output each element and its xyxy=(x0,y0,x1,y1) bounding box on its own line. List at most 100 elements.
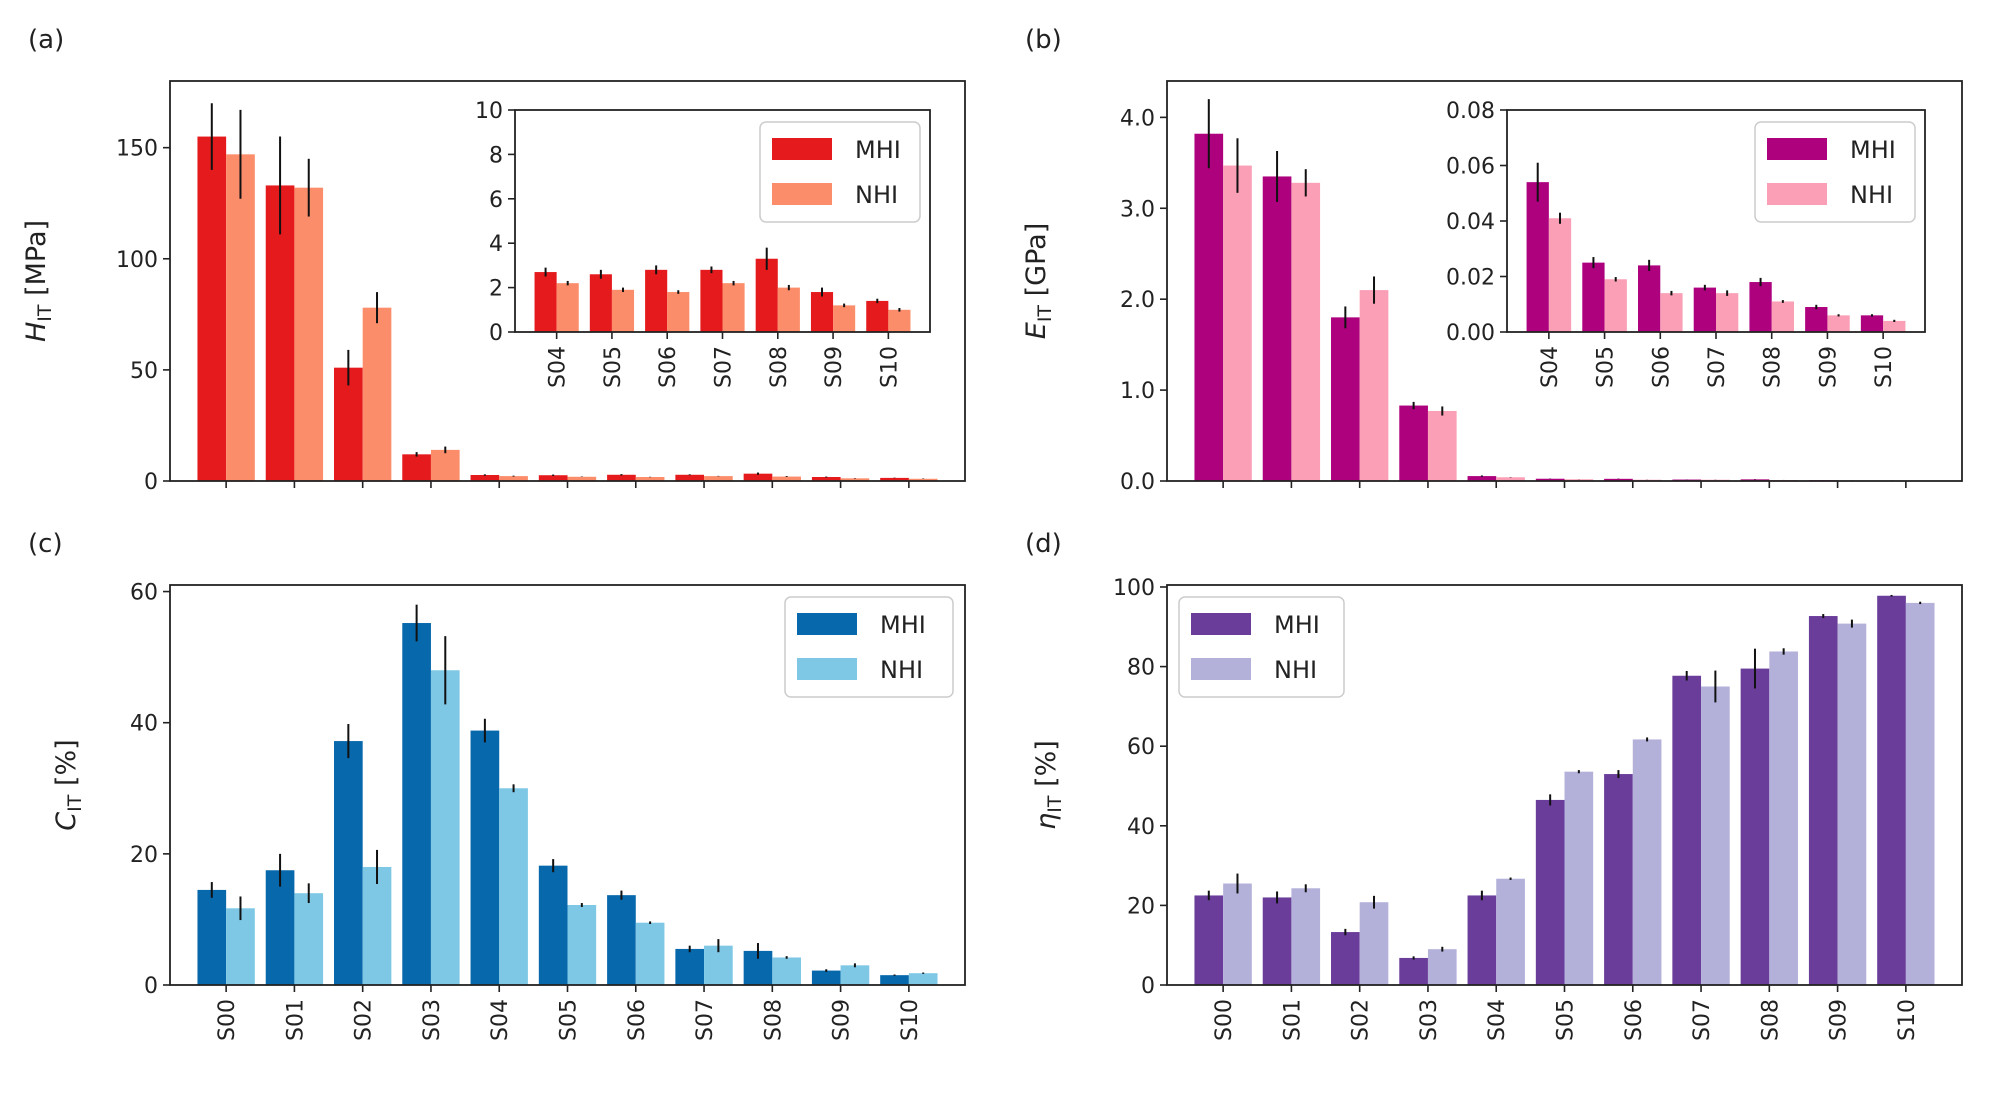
legend-label-nhi: NHI xyxy=(855,181,898,209)
ytick-label-c: 40 xyxy=(130,712,158,737)
legend-box-c xyxy=(784,596,954,698)
ytick-label-a: 100 xyxy=(116,248,158,273)
bar-b-inset-nhi-s08 xyxy=(1771,301,1794,332)
xtick-label-b-inset-s05: S05 xyxy=(1594,346,1619,388)
legend-swatch-mhi xyxy=(1191,613,1251,635)
xtick-label-c-s00: S00 xyxy=(215,999,240,1041)
bar-a-inset-mhi-s08 xyxy=(755,258,778,332)
ytick-label-b: 2.0 xyxy=(1120,288,1155,313)
bar-c-nhi-s00 xyxy=(226,908,255,985)
ytick-label-b-inset: 0.00 xyxy=(1446,321,1495,346)
xtick-label-d-s03: S03 xyxy=(1417,999,1442,1041)
legend-c: MHI NHI xyxy=(784,596,954,698)
legend-swatch-mhi xyxy=(772,138,832,160)
ylabel-a: HIT [MPa] xyxy=(21,220,56,342)
bar-a-inset-mhi-s07 xyxy=(700,269,723,332)
bar-b-inset-mhi-s09 xyxy=(1805,307,1828,332)
bar-d-nhi-s08 xyxy=(1769,651,1798,985)
ylabel-subscript-c: IT xyxy=(64,794,86,812)
bar-c-mhi-s03 xyxy=(402,623,431,985)
ytick-label-d: 20 xyxy=(1127,894,1155,919)
legend-label-mhi: MHI xyxy=(880,611,926,639)
bar-b-mhi-s06 xyxy=(1604,478,1633,481)
ytick-label-a-inset: 10 xyxy=(475,99,503,124)
xtick-label-a-inset-s05: S05 xyxy=(601,346,626,388)
bar-c-mhi-s04 xyxy=(470,730,500,985)
xtick-label-d-s06: S06 xyxy=(1622,999,1647,1041)
ylabel-symbol-c: C xyxy=(51,812,82,831)
bar-d-mhi-s08 xyxy=(1740,668,1770,985)
ytick-label-d: 40 xyxy=(1127,815,1155,840)
ytick-label-b: 4.0 xyxy=(1120,106,1155,131)
bar-d-mhi-s06 xyxy=(1604,774,1633,985)
ylabel-unit-d: [%] xyxy=(1031,740,1062,795)
legend-swatch-nhi xyxy=(1191,658,1251,680)
xtick-label-c-s10: S10 xyxy=(898,999,923,1041)
inset-a: 0 2 4 6 8 10 S04 S05 S06 S07 S08 S09 S10 MHI NHI xyxy=(475,99,931,388)
ylabel-symbol-b: E xyxy=(1021,322,1052,339)
bar-d-mhi-s02 xyxy=(1331,932,1360,985)
legend-label-nhi: NHI xyxy=(1850,181,1893,209)
ytick-label-a: 150 xyxy=(116,137,158,162)
bar-a-inset-nhi-s05 xyxy=(611,289,635,332)
bar-a-nhi-s02 xyxy=(362,307,392,481)
xtick-label-d-s09: S09 xyxy=(1827,999,1852,1041)
bar-a-nhi-s01 xyxy=(294,187,324,482)
bar-a-mhi-s02 xyxy=(334,367,363,481)
legend-swatch-mhi xyxy=(1767,138,1827,160)
bar-a-inset-mhi-s04 xyxy=(534,272,557,332)
ytick-label-d: 0 xyxy=(1141,974,1155,999)
bar-a-nhi-s05 xyxy=(567,476,597,481)
legend-label-mhi: MHI xyxy=(1274,611,1320,639)
bar-b-inset-nhi-s06 xyxy=(1660,293,1683,332)
xtick-label-d-s07: S07 xyxy=(1690,999,1715,1041)
ylabel-unit-a: [MPa] xyxy=(21,220,52,305)
bar-d-nhi-s00 xyxy=(1223,883,1252,985)
bar-a-inset-mhi-s06 xyxy=(645,269,668,332)
bar-c-nhi-s09 xyxy=(840,965,870,985)
bar-a-inset-nhi-s04 xyxy=(556,283,579,332)
ylabel-subscript-a: IT xyxy=(34,304,56,322)
bar-c-mhi-s02 xyxy=(334,741,363,985)
xtick-label-d-s05: S05 xyxy=(1554,999,1579,1041)
bar-a-nhi-s00 xyxy=(226,154,255,481)
bar-c-mhi-s01 xyxy=(265,870,295,985)
ytick-label-b: 0.0 xyxy=(1120,470,1155,495)
ytick-label-a-inset: 8 xyxy=(489,143,503,168)
bar-b-inset-mhi-s07 xyxy=(1693,287,1716,332)
ytick-label-b: 1.0 xyxy=(1120,379,1155,404)
bar-c-nhi-s01 xyxy=(294,893,324,985)
bar-c-nhi-s02 xyxy=(362,866,392,985)
xtick-label-d-s02: S02 xyxy=(1349,999,1374,1041)
ylabel-subscript-b: IT xyxy=(1034,305,1056,323)
ylabel-b: EIT [GPa] xyxy=(1021,223,1056,339)
bar-b-nhi-s03 xyxy=(1427,411,1457,481)
bar-b-inset-mhi-s04 xyxy=(1526,182,1549,332)
bar-c-nhi-s10 xyxy=(908,973,938,985)
bar-c-mhi-s10 xyxy=(880,975,909,985)
xtick-label-b-inset-s06: S06 xyxy=(1649,346,1674,388)
ylabel-unit-c: [%] xyxy=(51,739,82,794)
legend-label-mhi: MHI xyxy=(1850,136,1896,164)
bar-d-nhi-s01 xyxy=(1291,888,1321,985)
xtick-label-c-s08: S08 xyxy=(761,999,786,1041)
bar-a-inset-nhi-s06 xyxy=(667,292,690,332)
xtick-label-b-inset-s04: S04 xyxy=(1538,346,1563,388)
bar-d-nhi-s04 xyxy=(1496,878,1525,985)
bar-b-inset-mhi-s06 xyxy=(1638,265,1661,332)
bar-b-inset-nhi-s04 xyxy=(1548,218,1572,332)
bar-d-nhi-s03 xyxy=(1427,949,1457,985)
bar-c-mhi-s00 xyxy=(197,889,227,985)
bar-a-mhi-s00 xyxy=(197,136,227,481)
inset-b: 0.00 0.02 0.04 0.06 0.08 S04 S05 S06 S07 S08 S09 S1… xyxy=(1446,99,1926,388)
bar-b-mhi-s04 xyxy=(1467,476,1497,481)
bar-a-mhi-s07 xyxy=(675,474,705,481)
bar-d-mhi-s05 xyxy=(1535,799,1565,985)
ytick-label-a-inset: 2 xyxy=(489,277,503,302)
xtick-label-c-s01: S01 xyxy=(283,999,308,1041)
xtick-label-b-inset-s08: S08 xyxy=(1761,346,1786,388)
ytick-label-a-inset: 4 xyxy=(489,232,503,257)
panel-a: (a) 0 50 100 150 HIT [MPa] 0 2 4 6 8 10 S04 S05 S06 S07… xyxy=(21,25,966,495)
ytick-label-b-inset: 0.06 xyxy=(1446,155,1495,180)
ytick-label-a-inset: 0 xyxy=(489,321,503,346)
